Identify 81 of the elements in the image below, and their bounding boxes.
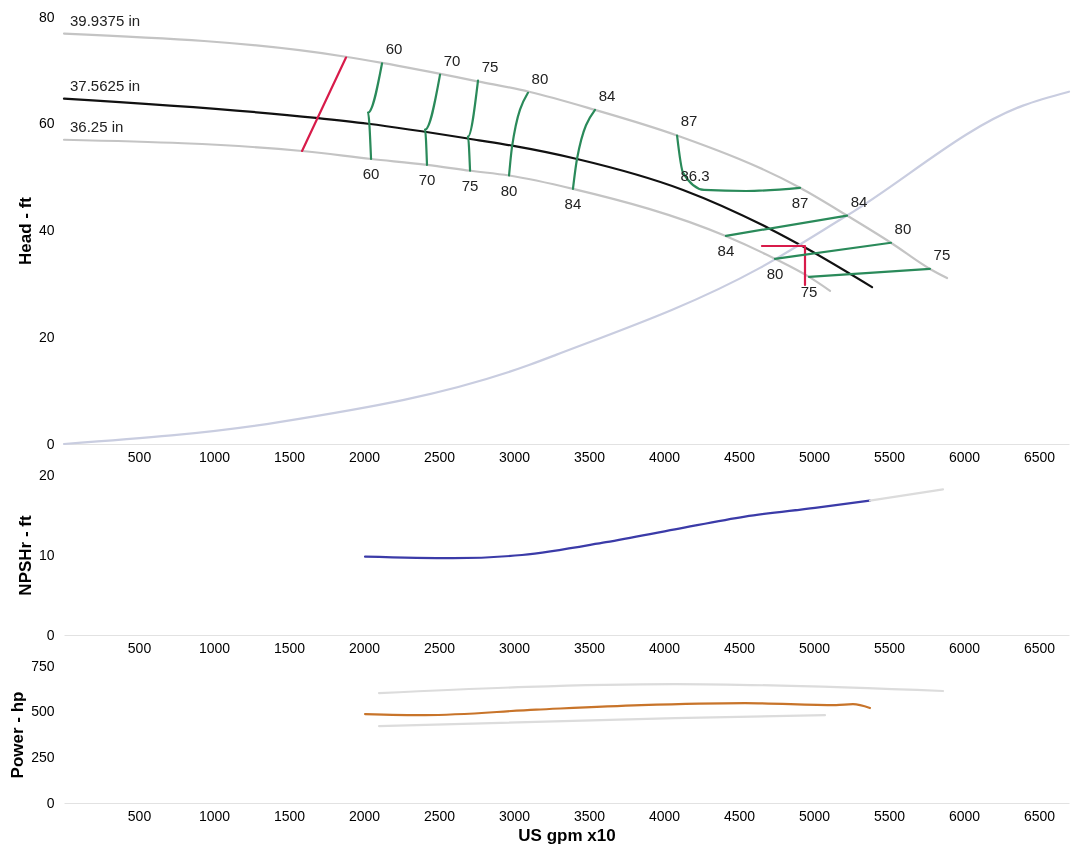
annotation: 75 [800,282,818,300]
x-tick-label: 5000 [798,639,831,656]
x-tick-label: 5500 [873,448,906,465]
annotation: 84 [598,86,616,104]
x-tick-label: 6000 [948,639,981,656]
annotation: 75 [461,176,479,194]
x-tick-label: 3500 [573,448,606,465]
line-series [675,134,802,193]
x-tick-label: 4000 [648,807,681,824]
annotation: 75 [481,57,499,75]
y-tick-label: 80 [38,8,55,25]
y-tick-label: 750 [31,657,55,674]
annotation: 70 [418,170,436,188]
y-tick-label: 0 [46,626,55,643]
x-tick-label: 4500 [723,807,756,824]
x-tick-label: 1000 [198,807,231,824]
x-tick-label: 3000 [498,639,531,656]
x-tick-label: 3000 [498,807,531,824]
annotation: 87 [680,112,698,130]
line-series [363,499,872,560]
x-tick-label: 5500 [873,807,906,824]
x-tick-label: 500 [127,639,152,656]
annotation: 84 [564,194,582,212]
x-tick-label: 3500 [573,807,606,824]
x-tick-label: 2000 [348,807,381,824]
x-tick-label: 2500 [423,807,456,824]
x-tick-label: 1000 [198,448,231,465]
x-tick-label: 3500 [573,639,606,656]
x-tick-label: 4000 [648,448,681,465]
x-tick-label: 6500 [1023,639,1056,656]
x-tick-label: 1500 [273,807,306,824]
x-axis-title: US gpm x10 [518,825,616,845]
x-tick-label: 6500 [1023,807,1056,824]
annotation: 60 [385,40,403,58]
x-tick-label: 500 [127,807,152,824]
x-tick-label: 5000 [798,448,831,465]
y-tick-label: 40 [38,222,55,238]
series-label: 37.5625 in [70,76,141,94]
y-tick-label: 0 [46,794,55,811]
y-axis-title: Power - hp [8,691,28,779]
x-tick-label: 2500 [423,448,456,465]
y-axis-title: NPSHr - ft [15,515,35,596]
x-tick-label: 2500 [423,639,456,656]
annotation: 84 [717,241,735,259]
x-tick-label: 1500 [273,639,306,656]
line-series [62,90,1071,446]
x-tick-label: 2000 [348,639,381,656]
x-tick-label: 4000 [648,639,681,656]
annotation: 84 [850,192,868,210]
y-tick-label: 20 [38,328,55,345]
annotation: 60 [362,164,380,182]
x-tick-label: 1000 [198,639,231,656]
annotation: 80 [500,181,518,199]
annotation: 87 [791,193,809,211]
x-tick-label: 3000 [498,448,531,465]
y-tick-label: 500 [31,703,55,720]
annotation: 70 [443,51,461,69]
annotation: 80 [894,219,912,237]
series-label: 39.9375 in [70,11,141,29]
x-tick-label: 2000 [348,448,381,465]
series-label: 36.25 in [70,117,124,135]
x-tick-label: 4500 [723,639,756,656]
x-tick-label: 500 [127,448,152,465]
annotation: 80 [531,69,549,87]
x-tick-label: 4500 [723,448,756,465]
annotation: 75 [933,245,951,263]
y-tick-label: 10 [38,546,55,563]
line-series [363,701,872,717]
x-tick-label: 5500 [873,639,906,656]
y-tick-label: 60 [38,115,55,132]
y-tick-label: 0 [46,435,55,452]
x-tick-label: 6500 [1023,448,1056,465]
line-series [62,32,949,280]
y-tick-label: 20 [38,466,55,483]
x-tick-label: 5000 [798,807,831,824]
annotation: 80 [766,264,784,282]
x-tick-label: 1500 [273,448,306,465]
y-axis-title: Head - ft [15,196,35,265]
y-tick-label: 250 [31,748,55,765]
x-tick-label: 6000 [948,807,981,824]
x-tick-label: 6000 [948,448,981,465]
